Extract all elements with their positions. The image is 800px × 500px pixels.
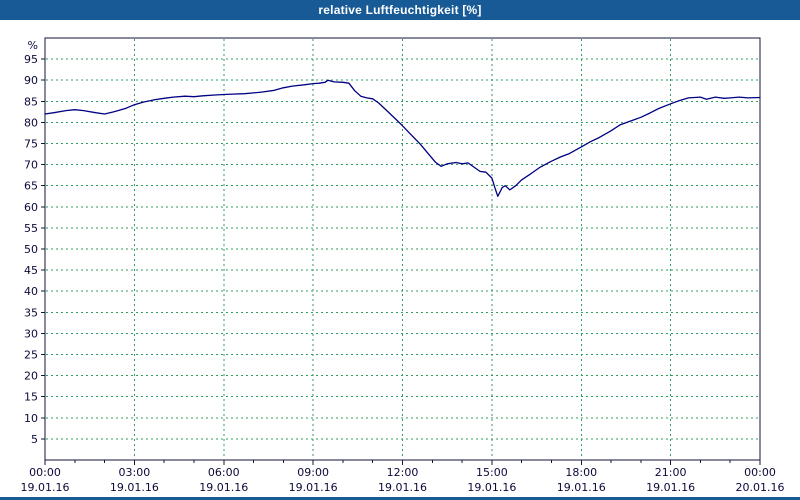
humidity-line-chart: 95 90 85 80 75 70 65 60 55 50 45 40 35 30 25 20 15 10 5% 00… xyxy=(21,37,785,494)
x-tick-time-label: 09:00 xyxy=(297,466,329,479)
y-tick-label: 65 xyxy=(24,180,38,193)
y-tick-label: 95 xyxy=(24,53,38,66)
x-tick-date-label: 19.01.16 xyxy=(289,481,338,494)
x-tick-date-label: 19.01.16 xyxy=(646,481,695,494)
y-tick-label: 30 xyxy=(24,327,38,340)
y-tick-label: 55 xyxy=(24,222,38,235)
x-tick-date-label: 19.01.16 xyxy=(378,481,427,494)
y-tick-label: 50 xyxy=(24,243,38,256)
chart-region: 95 90 85 80 75 70 65 60 55 50 45 40 35 30 25 20 15 10 5% 00… xyxy=(0,20,800,497)
plot-border xyxy=(44,37,761,461)
y-tick-label: 20 xyxy=(24,370,38,383)
y-tick-label: 70 xyxy=(24,159,38,172)
y-tick-label: 80 xyxy=(24,116,38,129)
y-axis-unit-label: % xyxy=(28,39,38,52)
x-tick-time-label: 00:00 xyxy=(29,466,61,479)
chart-title-bar: relative Luftfeuchtigkeit [%] xyxy=(0,0,800,20)
x-tick-date-label: 19.01.16 xyxy=(199,481,248,494)
y-tick-label: 10 xyxy=(24,412,38,425)
chart-title: relative Luftfeuchtigkeit [%] xyxy=(318,3,482,17)
x-tick-time-label: 21:00 xyxy=(655,466,687,479)
window-bottom-border xyxy=(0,497,800,500)
y-tick-label: 75 xyxy=(24,138,38,151)
y-tick-label: 5 xyxy=(31,433,38,446)
y-tick-label: 35 xyxy=(24,306,38,319)
x-tick-time-label: 00:00 xyxy=(744,466,776,479)
y-tick-label: 40 xyxy=(24,285,38,298)
x-tick-date-label: 19.01.16 xyxy=(21,481,70,494)
x-tick-time-label: 18:00 xyxy=(565,466,597,479)
x-tick-date-label: 19.01.16 xyxy=(557,481,606,494)
x-tick-time-label: 15:00 xyxy=(476,466,508,479)
x-tick-date-label: 20.01.16 xyxy=(736,481,785,494)
x-tick-date-label: 19.01.16 xyxy=(467,481,516,494)
y-tick-label: 85 xyxy=(24,95,38,108)
y-tick-label: 45 xyxy=(24,264,38,277)
x-tick-time-label: 06:00 xyxy=(208,466,240,479)
y-tick-label: 60 xyxy=(24,201,38,214)
y-tick-label: 15 xyxy=(24,391,38,404)
y-tick-label: 90 xyxy=(24,74,38,87)
humidity-series-line xyxy=(44,79,761,197)
x-tick-time-label: 12:00 xyxy=(387,466,419,479)
x-tick-time-label: 03:00 xyxy=(119,466,151,479)
y-tick-label: 25 xyxy=(24,349,38,362)
x-tick-date-label: 19.01.16 xyxy=(110,481,159,494)
